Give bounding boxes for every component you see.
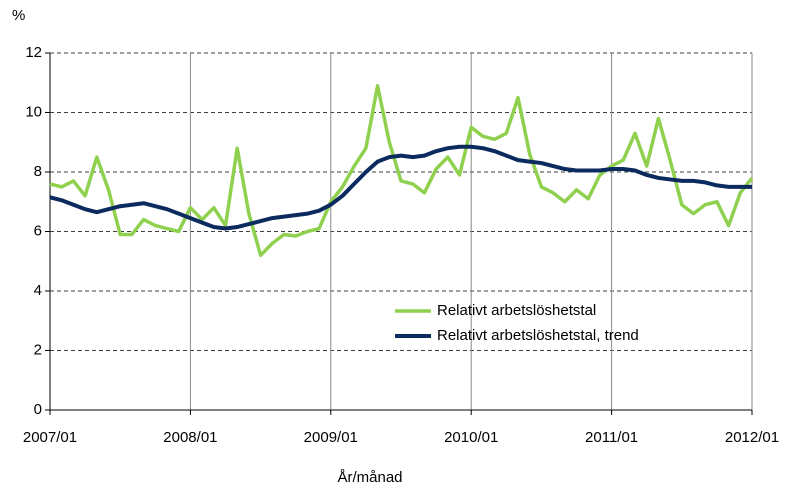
y-tick-label: 6 xyxy=(34,222,42,239)
y-tick-label: 4 xyxy=(34,282,42,299)
x-tick-label: 2007/01 xyxy=(23,429,77,446)
y-tick-label: 8 xyxy=(34,163,42,180)
y-tick-label: 10 xyxy=(25,103,42,120)
x-axis-label: År/månad xyxy=(337,469,402,486)
data-line xyxy=(49,83,754,258)
y-tick-label: 0 xyxy=(34,401,42,418)
x-tick-label: 2008/01 xyxy=(163,429,217,446)
y-tick-label: 2 xyxy=(34,341,42,358)
legend-label: Relativt arbetslöshetstal xyxy=(437,302,596,319)
x-tick-label: 2010/01 xyxy=(444,429,498,446)
legend-label: Relativt arbetslöshetstal, trend xyxy=(437,327,639,344)
x-tick-label: 2012/01 xyxy=(725,429,779,446)
x-tick-label: 2011/01 xyxy=(585,429,638,446)
y-unit-label: % xyxy=(12,7,25,24)
data-line xyxy=(49,144,752,231)
y-tick-label: 12 xyxy=(25,44,42,61)
x-tick-label: 2009/01 xyxy=(304,429,358,446)
